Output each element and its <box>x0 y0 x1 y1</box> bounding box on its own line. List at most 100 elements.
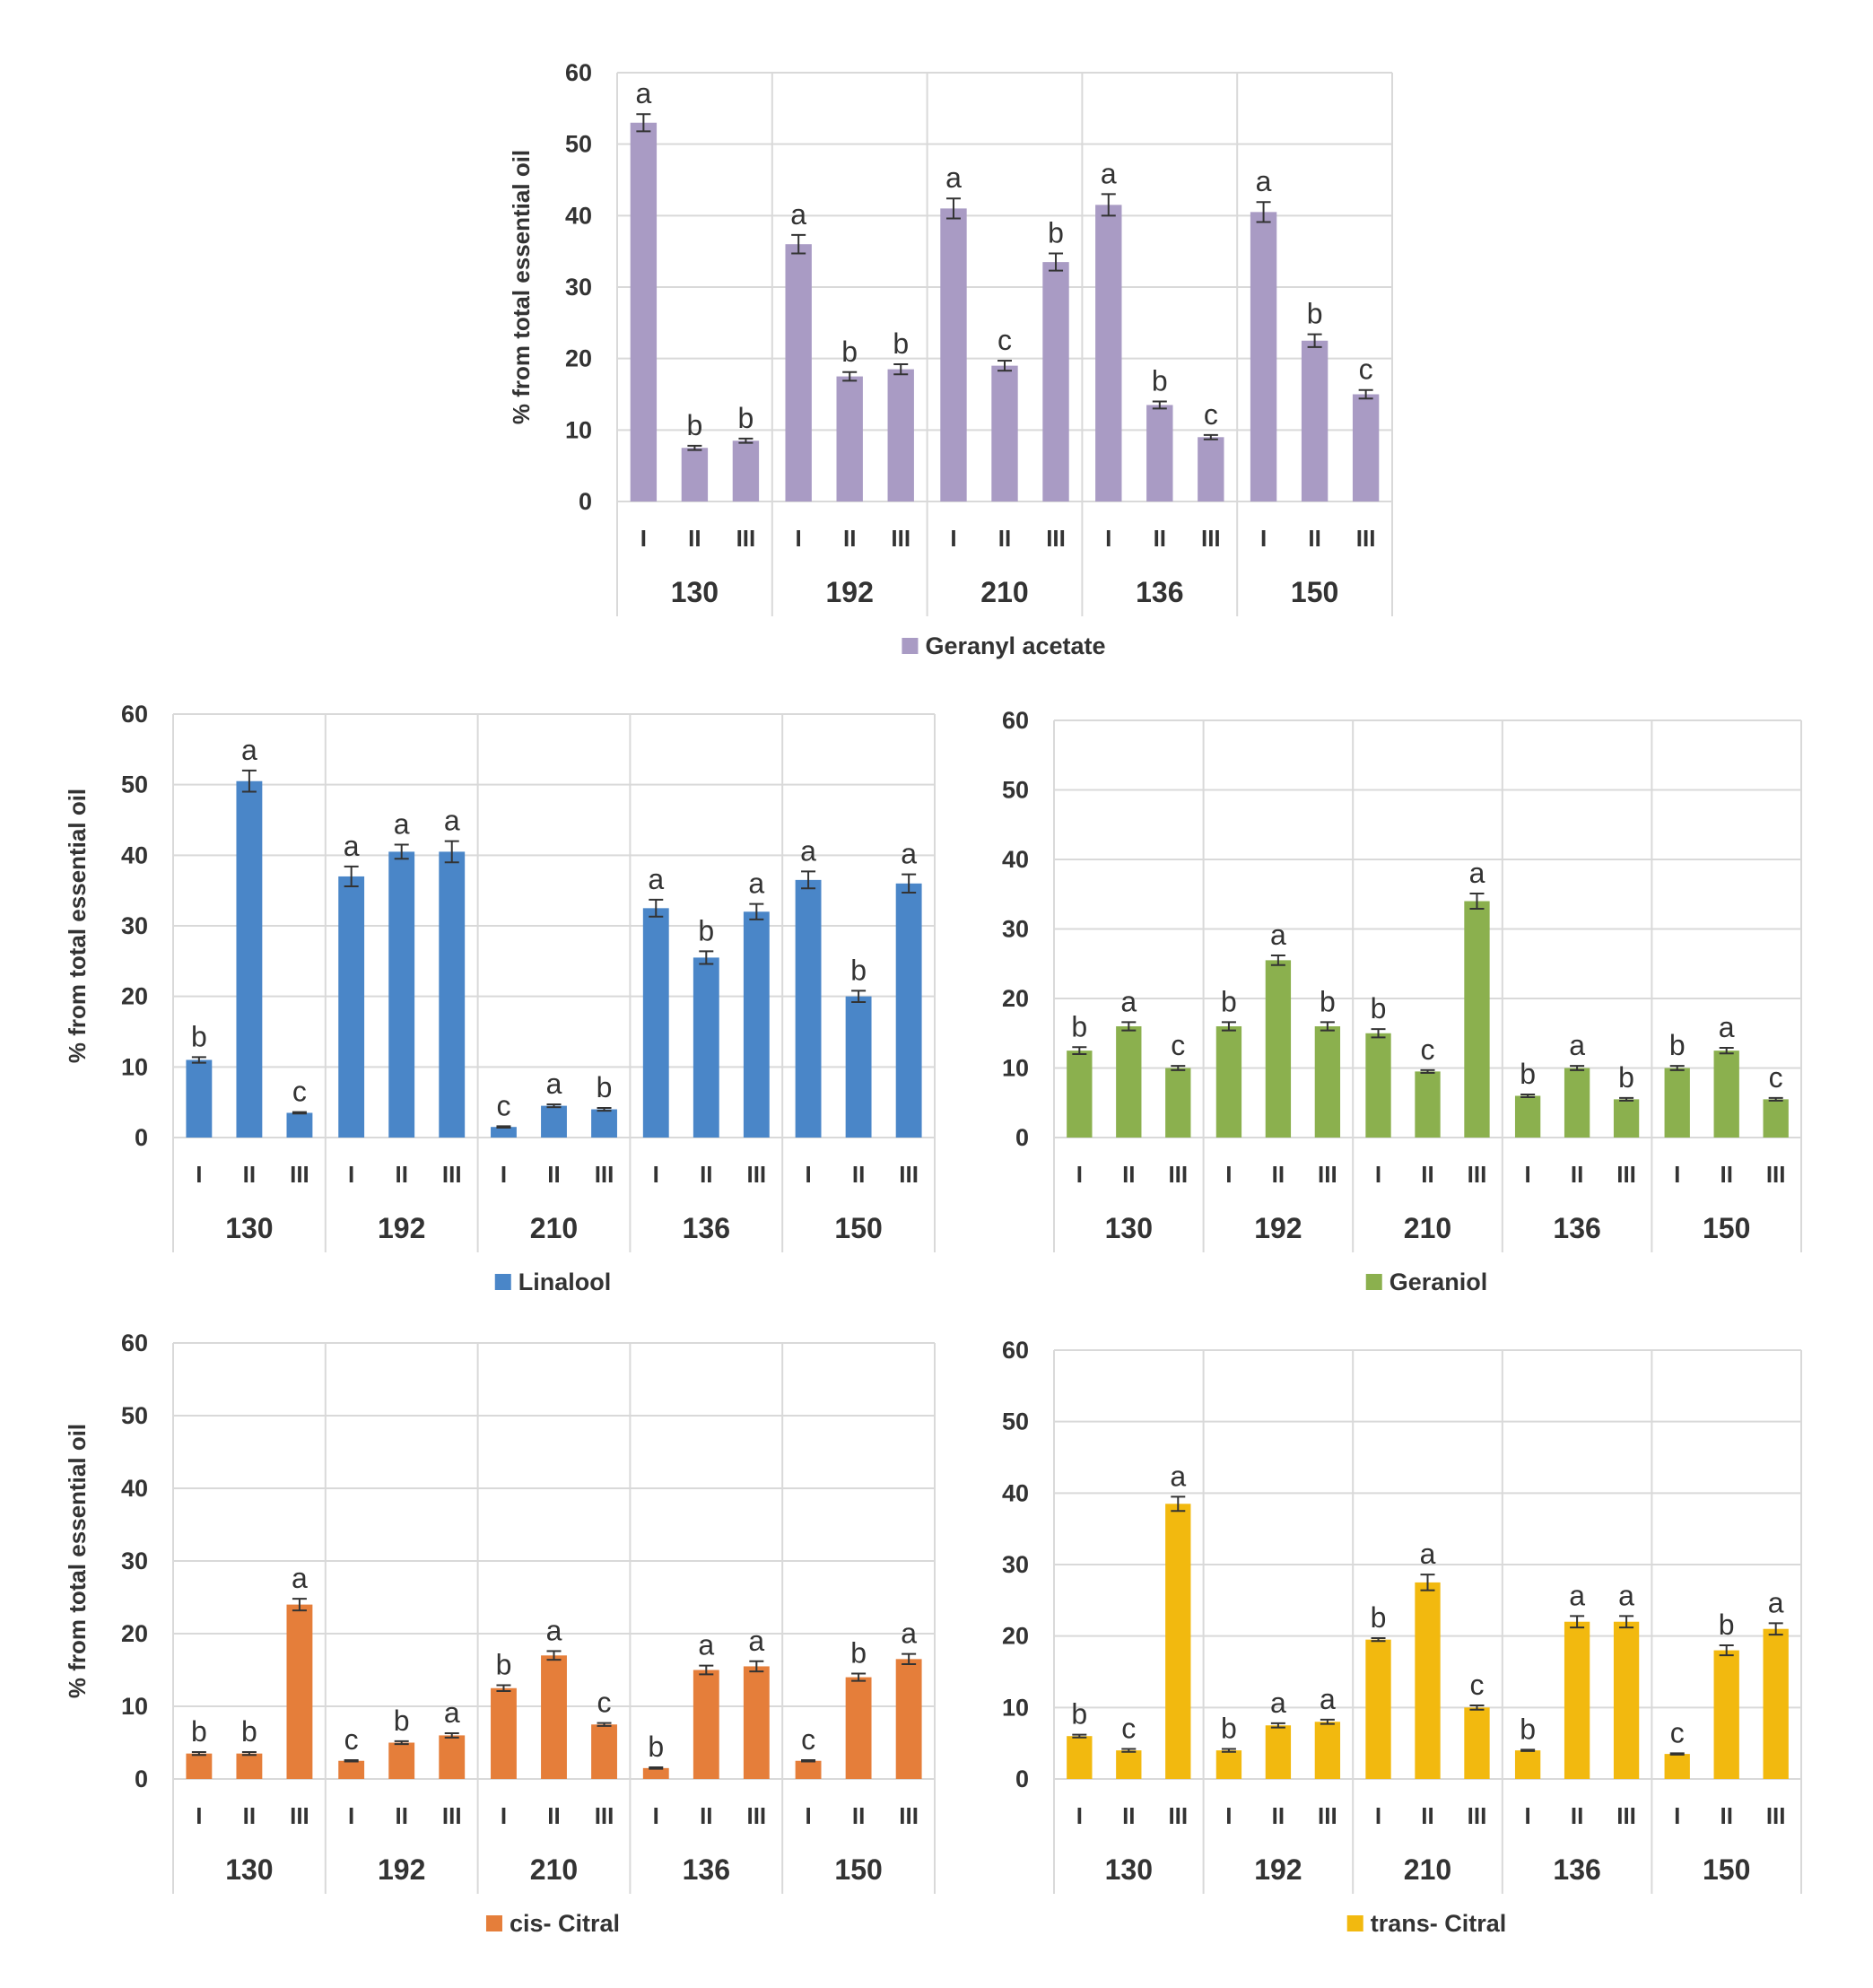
bar <box>1215 1026 1242 1138</box>
x-subgroup-label: III <box>1616 1802 1636 1829</box>
bar <box>439 851 466 1138</box>
y-tick-label: 60 <box>1002 1337 1029 1364</box>
y-tick-label: 60 <box>1002 707 1029 734</box>
x-subgroup-label: III <box>290 1802 309 1829</box>
x-group-label: 192 <box>378 1853 425 1886</box>
chart-panel-trans-citral: 0102030405060bIcIIaIII130bIaIIaIII192bIa… <box>1002 1337 1802 1937</box>
significance-letter: c <box>1670 1716 1685 1748</box>
y-tick-label: 30 <box>121 1548 148 1574</box>
significance-letter: a <box>1120 985 1137 1017</box>
chart-panel-cis-citral: 0 10 20 30 40 50 60 % from total essential oil b… <box>64 1330 936 1937</box>
bar <box>1564 1068 1590 1138</box>
bar <box>732 440 760 501</box>
significance-letter: a <box>344 830 360 862</box>
x-subgroup-label: II <box>1571 1802 1583 1829</box>
x-group-label: 210 <box>530 1853 578 1886</box>
x-subgroup-label: II <box>852 1161 865 1188</box>
y-tick-label: 10 <box>1002 1694 1029 1721</box>
legend-swatch <box>485 1915 502 1931</box>
bar <box>845 996 872 1138</box>
x-subgroup-label: II <box>395 1802 407 1829</box>
bar <box>681 448 709 501</box>
y-tick-label: 20 <box>121 983 148 1010</box>
bar <box>1713 1051 1739 1138</box>
significance-letter: b <box>738 402 754 434</box>
bar <box>1250 212 1277 501</box>
x-subgroup-label: III <box>891 525 910 552</box>
x-subgroup-label: I <box>805 1802 811 1829</box>
y-tick-label: 40 <box>1002 1479 1029 1506</box>
x-subgroup-label: II <box>1272 1161 1285 1188</box>
x-subgroup-label: III <box>899 1161 919 1188</box>
bar <box>491 1127 517 1138</box>
significance-letter: a <box>444 805 460 837</box>
x-subgroup-label: I <box>1225 1161 1232 1188</box>
x-group-label: 150 <box>834 1212 882 1244</box>
x-subgroup-label: II <box>1272 1802 1285 1829</box>
bar <box>1314 1722 1341 1779</box>
significance-letter: a <box>748 868 764 900</box>
y-tick-label: 10 <box>565 416 592 443</box>
significance-letter: a <box>1101 157 1117 189</box>
bar <box>795 1760 822 1779</box>
x-subgroup-label: III <box>1468 1802 1487 1829</box>
bar <box>1116 1750 1142 1779</box>
significance-letter: b <box>1152 364 1168 397</box>
bar <box>439 1735 466 1779</box>
significance-letter: c <box>496 1089 510 1121</box>
x-group-label: 130 <box>225 1853 273 1886</box>
bar <box>1198 437 1224 501</box>
significance-letter: a <box>1618 1579 1634 1611</box>
x-group-label: 210 <box>980 576 1028 608</box>
legend-swatch <box>1346 1915 1363 1931</box>
bar <box>1464 901 1490 1138</box>
x-subgroup-label: III <box>1168 1161 1188 1188</box>
significance-letter: c <box>344 1723 359 1756</box>
x-subgroup-label: II <box>700 1161 712 1188</box>
significance-letter: b <box>394 1705 410 1737</box>
significance-letter: b <box>241 1715 257 1748</box>
significance-letter: c <box>1769 1061 1783 1094</box>
bar <box>388 1742 415 1779</box>
x-subgroup-label: III <box>746 1161 766 1188</box>
bar <box>1042 262 1069 501</box>
significance-letter: b <box>1520 1713 1536 1745</box>
significance-letter: a <box>1270 1687 1286 1719</box>
bar <box>895 1659 922 1779</box>
bar <box>642 1767 669 1779</box>
bar <box>1713 1650 1739 1779</box>
x-subgroup-label: I <box>1105 525 1111 552</box>
x-subgroup-label: I <box>1076 1802 1083 1829</box>
x-subgroup-label: III <box>595 1802 614 1829</box>
y-tick-label: 30 <box>1002 916 1029 943</box>
significance-letter: b <box>1618 1061 1634 1094</box>
significance-letter: a <box>698 1629 714 1661</box>
x-subgroup-label: II <box>243 1802 256 1829</box>
x-group-label: 192 <box>1254 1853 1302 1886</box>
bar <box>1146 405 1173 501</box>
x-subgroup-label: II <box>1571 1161 1583 1188</box>
bar <box>1165 1068 1191 1138</box>
bar <box>642 908 669 1138</box>
bar <box>286 1112 313 1138</box>
x-subgroup-label: III <box>1318 1802 1337 1829</box>
x-group-label: 192 <box>826 576 874 608</box>
significance-letter: a <box>790 198 806 231</box>
significance-letter: a <box>1256 165 1272 197</box>
bar <box>895 883 922 1138</box>
significance-letter: a <box>1270 919 1286 951</box>
x-subgroup-label: I <box>653 1802 659 1829</box>
significance-letter: b <box>1221 1713 1237 1745</box>
x-subgroup-label: III <box>442 1802 462 1829</box>
x-group-label: 130 <box>1105 1853 1153 1886</box>
y-tick-label: 40 <box>121 1475 148 1502</box>
y-tick-label: 30 <box>1002 1551 1029 1578</box>
x-group-label: 136 <box>1136 576 1183 608</box>
x-subgroup-label: II <box>700 1802 712 1829</box>
significance-letter: b <box>1221 985 1237 1017</box>
bar <box>1763 1099 1789 1138</box>
significance-letter: b <box>1048 217 1064 249</box>
bar <box>541 1655 567 1779</box>
significance-letter: b <box>1520 1058 1536 1090</box>
y-tick-label: 30 <box>565 274 592 301</box>
